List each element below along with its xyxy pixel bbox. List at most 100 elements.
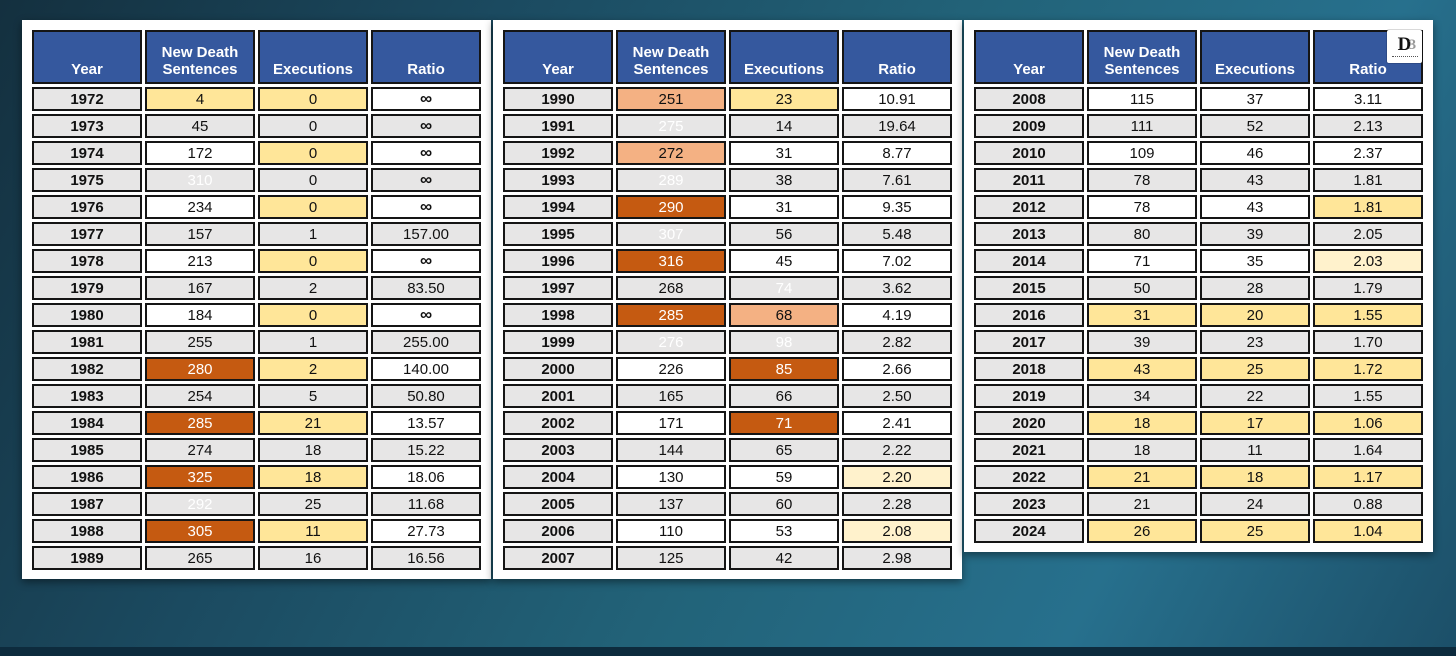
logo-letter-d: D <box>1397 33 1412 55</box>
nds-cell: 255 <box>145 330 255 354</box>
year-cell: 1998 <box>503 303 613 327</box>
col-header-exec: Executions <box>258 30 368 84</box>
nds-cell: 167 <box>145 276 255 300</box>
table-row: 1981 255 1 255.00 <box>32 330 481 354</box>
nds-cell: 234 <box>145 195 255 219</box>
table-row: 1988 305 11 27.73 <box>32 519 481 543</box>
nds-cell: 272 <box>616 141 726 165</box>
table-row: 1992 272 31 8.77 <box>503 141 952 165</box>
nds-cell: 26 <box>1087 519 1197 543</box>
exec-cell: 18 <box>1200 465 1310 489</box>
year-cell: 1991 <box>503 114 613 138</box>
year-cell: 2010 <box>974 141 1084 165</box>
nds-cell: 4 <box>145 87 255 111</box>
exec-cell: 0 <box>258 87 368 111</box>
nds-cell: 110 <box>616 519 726 543</box>
exec-cell: 31 <box>729 141 839 165</box>
table-row: 1985 274 18 15.22 <box>32 438 481 462</box>
nds-cell: 21 <box>1087 492 1197 516</box>
ratio-cell: 16.56 <box>371 546 481 570</box>
table-row: 1990 251 23 10.91 <box>503 87 952 111</box>
year-cell: 1996 <box>503 249 613 273</box>
ratio-cell: 2.13 <box>1313 114 1423 138</box>
year-cell: 2004 <box>503 465 613 489</box>
ratio-cell: 1.06 <box>1313 411 1423 435</box>
exec-cell: 56 <box>729 222 839 246</box>
year-cell: 1984 <box>32 411 142 435</box>
table-row: 2018 43 25 1.72 <box>974 357 1423 381</box>
ratio-cell: ∞ <box>371 195 481 219</box>
year-cell: 2022 <box>974 465 1084 489</box>
exec-cell: 39 <box>1200 222 1310 246</box>
ratio-cell: 0.88 <box>1313 492 1423 516</box>
table-row: 1972 4 0 ∞ <box>32 87 481 111</box>
nds-cell: 31 <box>1087 303 1197 327</box>
nds-cell: 80 <box>1087 222 1197 246</box>
year-cell: 1979 <box>32 276 142 300</box>
nds-cell: 115 <box>1087 87 1197 111</box>
table-panel-2008-2024: Year New Death Sentences Executions Ratio 20… <box>964 20 1433 552</box>
year-cell: 1988 <box>32 519 142 543</box>
header-row: Year New Death Sentences Executions Ratio <box>503 30 952 84</box>
exec-cell: 1 <box>258 222 368 246</box>
table-row: 2023 21 24 0.88 <box>974 492 1423 516</box>
table-row: 1998 285 68 4.19 <box>503 303 952 327</box>
nds-cell: 325 <box>145 465 255 489</box>
year-cell: 2024 <box>974 519 1084 543</box>
header-row: Year New Death Sentences Executions Ratio <box>974 30 1423 84</box>
nds-cell: 111 <box>1087 114 1197 138</box>
year-cell: 2008 <box>974 87 1084 111</box>
year-cell: 2016 <box>974 303 1084 327</box>
exec-cell: 0 <box>258 195 368 219</box>
ratio-cell: 10.91 <box>842 87 952 111</box>
ratio-cell: 1.79 <box>1313 276 1423 300</box>
year-cell: 2014 <box>974 249 1084 273</box>
death-sentence-table-2008-2024: Year New Death Sentences Executions Ratio 20… <box>971 27 1426 546</box>
year-cell: 2000 <box>503 357 613 381</box>
table-row: 2000 226 85 2.66 <box>503 357 952 381</box>
ratio-cell: 1.70 <box>1313 330 1423 354</box>
exec-cell: 17 <box>1200 411 1310 435</box>
ratio-cell: 1.64 <box>1313 438 1423 462</box>
exec-cell: 66 <box>729 384 839 408</box>
ratio-cell: 2.28 <box>842 492 952 516</box>
ratio-cell: ∞ <box>371 249 481 273</box>
exec-cell: 43 <box>1200 168 1310 192</box>
nds-cell: 137 <box>616 492 726 516</box>
table-row: 2015 50 28 1.79 <box>974 276 1423 300</box>
ratio-cell: 2.82 <box>842 330 952 354</box>
nds-cell: 290 <box>616 195 726 219</box>
table-row: 2003 144 65 2.22 <box>503 438 952 462</box>
table-row: 1989 265 16 16.56 <box>32 546 481 570</box>
exec-cell: 0 <box>258 141 368 165</box>
year-cell: 1980 <box>32 303 142 327</box>
ratio-cell: 7.61 <box>842 168 952 192</box>
table-row: 2005 137 60 2.28 <box>503 492 952 516</box>
nds-cell: 125 <box>616 546 726 570</box>
year-cell: 2002 <box>503 411 613 435</box>
table-row: 2014 71 35 2.03 <box>974 249 1423 273</box>
ratio-cell: 8.77 <box>842 141 952 165</box>
year-cell: 2007 <box>503 546 613 570</box>
ratio-cell: 4.19 <box>842 303 952 327</box>
exec-cell: 60 <box>729 492 839 516</box>
nds-cell: 254 <box>145 384 255 408</box>
ratio-cell: 2.37 <box>1313 141 1423 165</box>
nds-cell: 171 <box>616 411 726 435</box>
exec-cell: 20 <box>1200 303 1310 327</box>
table-row: 1994 290 31 9.35 <box>503 195 952 219</box>
table-row: 1997 268 74 3.62 <box>503 276 952 300</box>
ratio-cell: ∞ <box>371 168 481 192</box>
year-cell: 1985 <box>32 438 142 462</box>
tables-container: Year New Death Sentences Executions Ratio 19… <box>22 20 1433 579</box>
ratio-cell: 11.68 <box>371 492 481 516</box>
nds-cell: 130 <box>616 465 726 489</box>
nds-cell: 213 <box>145 249 255 273</box>
table-row: 1995 307 56 5.48 <box>503 222 952 246</box>
nds-cell: 109 <box>1087 141 1197 165</box>
logo-letter-secondary: 3 <box>1408 36 1417 53</box>
nds-cell: 274 <box>145 438 255 462</box>
year-cell: 2009 <box>974 114 1084 138</box>
nds-cell: 307 <box>616 222 726 246</box>
